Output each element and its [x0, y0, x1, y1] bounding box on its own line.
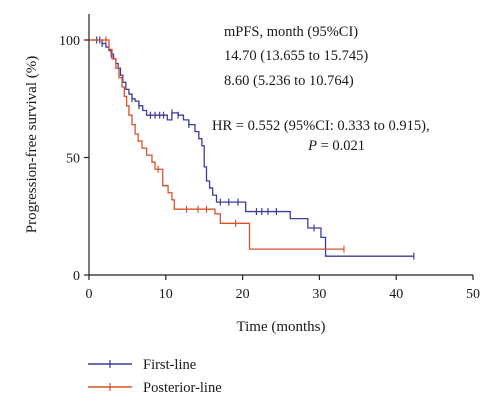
annotation-first-line-mpfs: 14.70 (13.655 to 15.745): [224, 48, 368, 64]
ticks: 0 10 20 30 40 50 0 50 100: [59, 34, 480, 302]
x-tick-label: 10: [159, 287, 173, 302]
annotation-p-symbol: P: [307, 138, 317, 154]
x-tick-label: 30: [312, 287, 326, 302]
y-axis-title: Progression-free survival (%): [24, 56, 40, 233]
legend-label-posterior-line: Posterior-line: [143, 380, 222, 396]
legend-label-first-line: First-line: [143, 357, 196, 373]
x-tick-label: 50: [466, 287, 480, 302]
annotation-posterior-line-mpfs: 8.60 (5.236 to 10.764): [224, 73, 354, 89]
y-tick-label: 0: [73, 269, 80, 284]
y-tick-label: 100: [59, 34, 80, 49]
series-line-posterior-line: [89, 39, 344, 250]
annotation-hazard-ratio: HR = 0.552 (95%CI: 0.333 to 0.915),: [212, 118, 430, 134]
annotation-p-number: = 0.021: [317, 138, 365, 154]
annotation-p-value: P = 0.021: [307, 138, 365, 154]
x-tick-label: 0: [86, 287, 93, 302]
x-tick-label: 20: [236, 287, 250, 302]
survival-curves: [89, 36, 415, 260]
x-axis-title: Time (months): [236, 319, 325, 335]
annotation-mpfs-header: mPFS, month (95%CI): [224, 24, 358, 40]
x-tick-label: 40: [389, 287, 403, 302]
legend: First-line Posterior-line: [88, 357, 222, 396]
y-tick-label: 50: [66, 152, 80, 167]
axes: [88, 14, 473, 276]
